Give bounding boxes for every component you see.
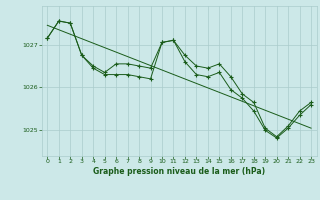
X-axis label: Graphe pression niveau de la mer (hPa): Graphe pression niveau de la mer (hPa) — [93, 167, 265, 176]
